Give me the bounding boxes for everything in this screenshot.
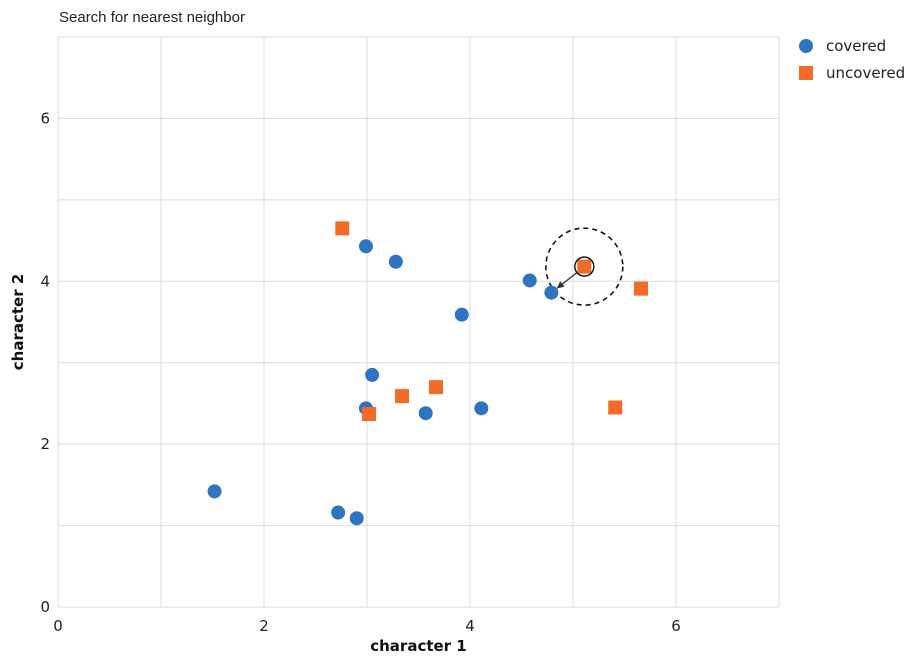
covered-point (358, 239, 373, 254)
legend-marker-covered (799, 39, 813, 53)
x-axis-label: character 1 (370, 637, 467, 655)
legend-label-covered: covered (826, 37, 886, 55)
covered-point (331, 505, 346, 520)
y-tick-label: 4 (40, 272, 50, 290)
data-points (207, 221, 648, 526)
x-tick-label: 4 (465, 617, 475, 635)
covered-point (454, 307, 469, 322)
arrow-head (556, 281, 565, 289)
legend-marker-uncovered (799, 66, 813, 80)
uncovered-point (395, 389, 410, 404)
covered-point (388, 254, 403, 269)
covered-point (349, 511, 364, 526)
legend: covered uncovered (799, 37, 905, 82)
covered-point (365, 367, 380, 382)
y-tick-label: 2 (40, 435, 50, 453)
x-tick-label: 0 (53, 617, 63, 635)
query-point-ring (574, 256, 595, 277)
nearest-neighbor-highlight (545, 227, 624, 306)
covered-point (474, 401, 489, 416)
uncovered-point (608, 400, 623, 415)
x-tick-label: 2 (259, 617, 269, 635)
covered-point (522, 273, 537, 288)
x-tick-label: 6 (671, 617, 681, 635)
covered-point (207, 484, 222, 499)
uncovered-point (577, 259, 592, 274)
uncovered-point (335, 221, 350, 236)
covered-point (418, 406, 433, 421)
uncovered-point (633, 281, 648, 296)
uncovered-point (362, 407, 377, 422)
y-axis-label: character 2 (9, 274, 27, 371)
tick-labels: 0 2 4 6 0 2 4 6 (40, 109, 680, 635)
y-tick-label: 0 (40, 598, 50, 616)
y-tick-label: 6 (40, 109, 50, 127)
legend-label-uncovered: uncovered (826, 64, 905, 82)
chart-title: Search for nearest neighbor (59, 9, 245, 26)
covered-point (544, 285, 559, 300)
grid (57, 36, 780, 608)
uncovered-point (429, 380, 444, 395)
search-radius-circle (545, 227, 624, 306)
